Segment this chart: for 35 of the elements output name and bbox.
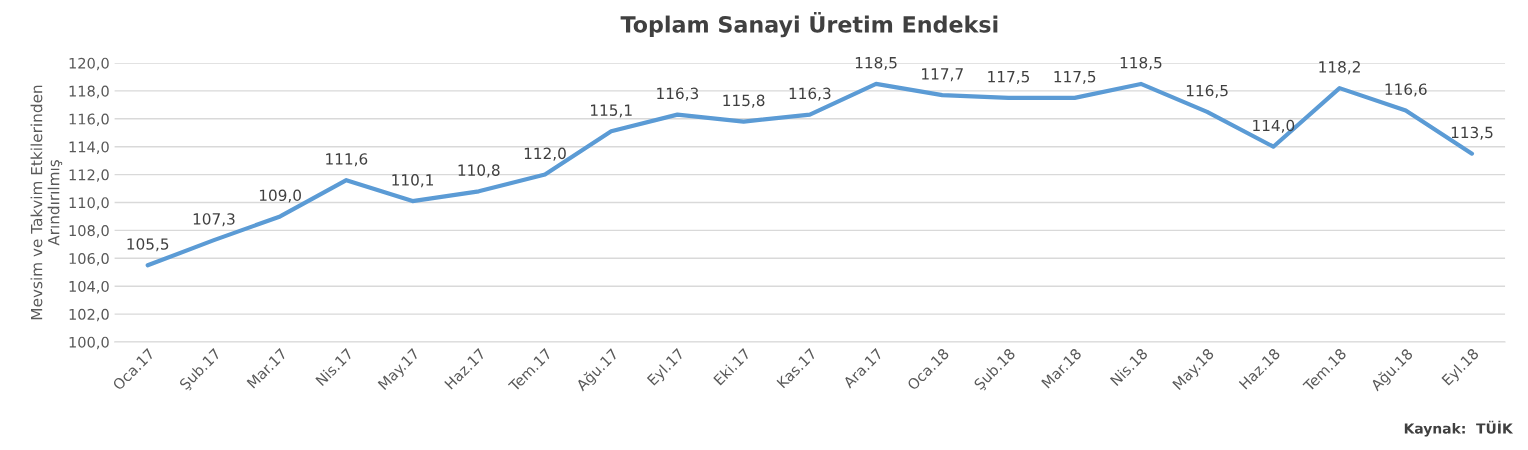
data-label: 116,6	[1385, 83, 1427, 97]
data-label: 105,5	[127, 238, 169, 252]
y-tick-label: 106,0	[69, 253, 109, 266]
y-tick-label: 114,0	[69, 141, 109, 154]
data-label: 112,0	[524, 147, 566, 161]
data-label: 117,5	[988, 71, 1030, 84]
data-label: 113,5	[1451, 126, 1493, 140]
text: Kaynak: TÜİK	[1404, 420, 1514, 437]
y-tick-label: 104,0	[69, 280, 109, 294]
data-label: 116,3	[789, 87, 831, 101]
y-tick-label: 112,0	[69, 169, 109, 182]
data-label: 116,5	[1186, 84, 1228, 98]
chart-title: Toplam Sanayi Üretim Endeksi	[620, 11, 998, 38]
data-label: 110,1	[392, 174, 434, 188]
y-tick-label: 116,0	[69, 113, 109, 127]
y-tick-label: 108,0	[69, 225, 109, 238]
data-label: 115,1	[591, 104, 632, 118]
data-label: 115,8	[723, 94, 765, 108]
y-tick-label: 120,0	[69, 57, 109, 71]
y-tick-label: 118,0	[69, 85, 109, 99]
data-label: 111,6	[326, 153, 368, 167]
data-label: 107,3	[193, 213, 235, 227]
data-label: 116,3	[657, 87, 699, 101]
y-axis-title: Mevsim ve Takvim Etkilerinden Arındırılmış	[30, 85, 63, 320]
data-label: 117,7	[922, 68, 963, 82]
data-label: 110,8	[458, 164, 500, 178]
data-label: 117,5	[1054, 71, 1096, 84]
data-label: 118,5	[855, 56, 897, 71]
data-label: 118,2	[1319, 61, 1360, 75]
data-label: 114,0	[1253, 119, 1295, 133]
y-tick-label: 110,0	[69, 197, 109, 210]
data-label: 118,5	[1120, 56, 1162, 71]
y-tick-label: 102,0	[69, 308, 109, 322]
data-label: 109,0	[259, 189, 301, 203]
y-tick-label: 100,0	[69, 336, 109, 350]
